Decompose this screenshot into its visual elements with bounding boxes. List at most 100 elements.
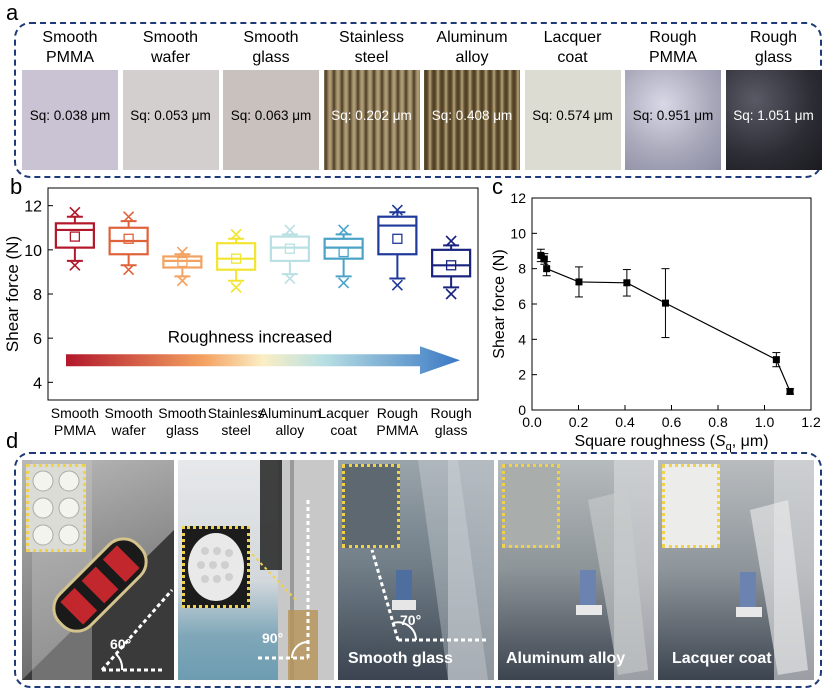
x-tick-label: 0.8 bbox=[708, 414, 728, 430]
data-point bbox=[540, 255, 548, 263]
photo-aluminum-alloy: Aluminum alloy bbox=[498, 460, 654, 680]
box-outlier-marker bbox=[69, 259, 81, 271]
suction-pad-icon bbox=[188, 533, 244, 601]
panel-d-letter: d bbox=[6, 428, 19, 453]
x-axis-label-var: S bbox=[715, 433, 726, 450]
box-0 bbox=[54, 206, 95, 271]
material-swatch: Sq: 0.063 μm bbox=[223, 70, 319, 170]
material-label: Stainless steel bbox=[324, 28, 420, 68]
box-body bbox=[54, 222, 95, 249]
y-tick-label: 2 bbox=[518, 367, 526, 383]
y-tick-label: 8 bbox=[518, 261, 526, 277]
panel-c-letter: c bbox=[492, 174, 503, 199]
x-tick-label-line1: Rough bbox=[377, 405, 418, 421]
material-label-line1: Smooth bbox=[142, 29, 199, 46]
material-swatch: Sq: 0.053 μm bbox=[122, 70, 219, 170]
material-label-line1: Rough bbox=[649, 29, 697, 46]
inset-glass bbox=[342, 464, 400, 548]
line-chart: 0 2 4 6 8 10 12 0.0 0.2 0.4 0.6 0.8 1.0 1.2 Shear forc… bbox=[491, 190, 821, 453]
material-label-line2: glass bbox=[754, 49, 793, 66]
box-outlier-marker bbox=[123, 211, 135, 223]
data-point bbox=[623, 279, 631, 287]
inset-aluminum bbox=[502, 464, 560, 548]
x-tick-label: 0.6 bbox=[662, 414, 682, 430]
photo-lacquer-coat: Lacquer coat bbox=[658, 460, 814, 680]
roughness-arrow bbox=[66, 346, 460, 375]
material-label: Rough glass bbox=[726, 28, 822, 68]
photo-robot-60deg: 60° bbox=[22, 460, 174, 680]
x-tick-label-line2: wafer bbox=[111, 422, 147, 438]
x-tick-label-line2: steel bbox=[221, 422, 251, 438]
sq-value-label: Sq: 0.063 μm bbox=[230, 108, 312, 123]
sq-value-label: Sq: 0.202 μm bbox=[331, 108, 412, 123]
inset-lacquer bbox=[662, 464, 720, 548]
x-tick-label-line2: glass bbox=[435, 422, 468, 438]
x-tick-label-line2: alloy bbox=[275, 422, 304, 438]
box-body bbox=[431, 248, 472, 278]
material-label: Lacquer coat bbox=[525, 28, 621, 68]
y-tick-label: 6 bbox=[518, 296, 526, 312]
y-tick-label: 10 bbox=[510, 225, 526, 241]
photo-wall-90deg: 90° bbox=[178, 460, 334, 680]
sq-value-label: Sq: 1.051 μm bbox=[733, 108, 814, 123]
material-label: Aluminum alloy bbox=[424, 28, 520, 68]
x-tick-label-line1: Smooth bbox=[158, 405, 206, 421]
y-tick-label: 6 bbox=[33, 331, 42, 348]
box-outlier-marker bbox=[338, 277, 350, 289]
x-tick-label: 0.4 bbox=[615, 414, 635, 430]
wall-scene-drawing bbox=[247, 460, 334, 680]
y-tick-label: 12 bbox=[510, 190, 526, 206]
sq-value-label: Sq: 0.574 μm bbox=[532, 108, 613, 123]
material-label-line1: Lacquer bbox=[543, 29, 602, 46]
panel-a-letter: a bbox=[6, 0, 19, 25]
box-mean-marker bbox=[284, 243, 296, 254]
box-2 bbox=[162, 246, 203, 287]
y-tick-label: 12 bbox=[24, 199, 42, 216]
caption-lacquer-coat: Lacquer coat bbox=[672, 650, 772, 667]
roughness-arrow-label: Roughness increased bbox=[168, 327, 332, 346]
box-body bbox=[377, 215, 418, 256]
x-axis-label-suffix: , μm) bbox=[732, 433, 769, 450]
box-body bbox=[216, 242, 257, 271]
panel-d-frame bbox=[14, 452, 822, 688]
x-axis-label-sub: q bbox=[726, 441, 732, 453]
x-tick-label-line2: glass bbox=[166, 422, 199, 438]
sq-value-label: Sq: 0.951 μm bbox=[632, 108, 714, 123]
material-label-line2: alloy bbox=[455, 49, 489, 66]
x-tick-label-line1: Smooth bbox=[105, 405, 153, 421]
box-body bbox=[269, 235, 310, 262]
material-swatch: Sq: 1.051 μm bbox=[725, 70, 822, 170]
material-label-line1: Smooth bbox=[42, 29, 98, 46]
y-axis-label: Shear force (N) bbox=[491, 249, 508, 358]
material-swatch: Sq: 0.408 μm bbox=[424, 70, 520, 170]
box-mean-marker bbox=[177, 256, 188, 268]
photo-smooth-glass: 70° Smooth glass bbox=[338, 460, 494, 680]
box-body bbox=[323, 237, 364, 260]
x-tick-label-line2: coat bbox=[330, 422, 357, 438]
y-tick-label: 0 bbox=[518, 402, 526, 418]
x-tick-label-line1: Lacquer bbox=[318, 405, 369, 421]
y-tick-label: 4 bbox=[518, 331, 526, 347]
plot-frame bbox=[531, 197, 812, 411]
y-tick-label: 10 bbox=[24, 243, 42, 260]
suction-cups-icon bbox=[32, 470, 80, 546]
box-outlier-marker bbox=[338, 224, 350, 236]
x-axis-label: Square roughness (Sq, μm) bbox=[574, 433, 768, 453]
x-tick-label-line2: PMMA bbox=[376, 422, 419, 438]
sq-value-label: Sq: 0.408 μm bbox=[431, 108, 513, 123]
box-outlier-marker bbox=[123, 264, 135, 276]
angle-label-60: 60° bbox=[110, 636, 132, 652]
box-outlier-marker bbox=[445, 235, 457, 247]
caption-smooth-glass: Smooth glass bbox=[348, 650, 453, 667]
data-point bbox=[772, 356, 780, 364]
caption-aluminum-alloy: Aluminum alloy bbox=[506, 650, 626, 667]
data-point bbox=[575, 278, 583, 286]
data-point bbox=[661, 299, 669, 307]
box-body bbox=[162, 255, 203, 269]
box-3 bbox=[216, 228, 257, 293]
angle-label-90: 90° bbox=[262, 630, 284, 646]
y-tick-label: 8 bbox=[33, 287, 42, 304]
box-outlier-marker bbox=[176, 275, 188, 287]
x-axis-label-prefix: Square roughness ( bbox=[574, 433, 715, 450]
